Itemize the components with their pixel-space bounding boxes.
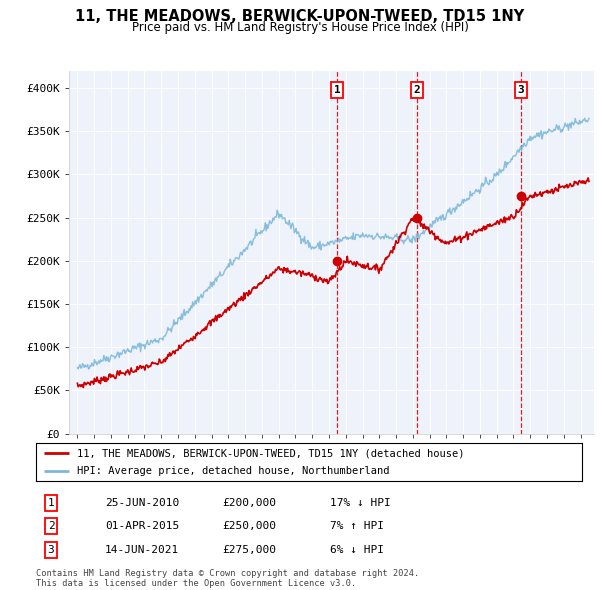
Text: 11, THE MEADOWS, BERWICK-UPON-TWEED, TD15 1NY (detached house): 11, THE MEADOWS, BERWICK-UPON-TWEED, TD1… — [77, 448, 464, 458]
Text: £200,000: £200,000 — [222, 498, 276, 507]
Text: Price paid vs. HM Land Registry's House Price Index (HPI): Price paid vs. HM Land Registry's House … — [131, 21, 469, 34]
Text: 3: 3 — [518, 85, 524, 95]
Text: 2: 2 — [47, 522, 55, 531]
Text: £275,000: £275,000 — [222, 545, 276, 555]
Text: 11, THE MEADOWS, BERWICK-UPON-TWEED, TD15 1NY: 11, THE MEADOWS, BERWICK-UPON-TWEED, TD1… — [76, 9, 524, 24]
Text: HPI: Average price, detached house, Northumberland: HPI: Average price, detached house, Nort… — [77, 466, 389, 476]
Text: 2: 2 — [413, 85, 421, 95]
Text: £250,000: £250,000 — [222, 522, 276, 531]
Text: 01-APR-2015: 01-APR-2015 — [105, 522, 179, 531]
Text: Contains HM Land Registry data © Crown copyright and database right 2024.
This d: Contains HM Land Registry data © Crown c… — [36, 569, 419, 588]
Text: 7% ↑ HPI: 7% ↑ HPI — [330, 522, 384, 531]
Text: 25-JUN-2010: 25-JUN-2010 — [105, 498, 179, 507]
Text: 1: 1 — [334, 85, 340, 95]
Text: 6% ↓ HPI: 6% ↓ HPI — [330, 545, 384, 555]
Text: 14-JUN-2021: 14-JUN-2021 — [105, 545, 179, 555]
Text: 3: 3 — [47, 545, 55, 555]
Text: 17% ↓ HPI: 17% ↓ HPI — [330, 498, 391, 507]
Text: 1: 1 — [47, 498, 55, 507]
